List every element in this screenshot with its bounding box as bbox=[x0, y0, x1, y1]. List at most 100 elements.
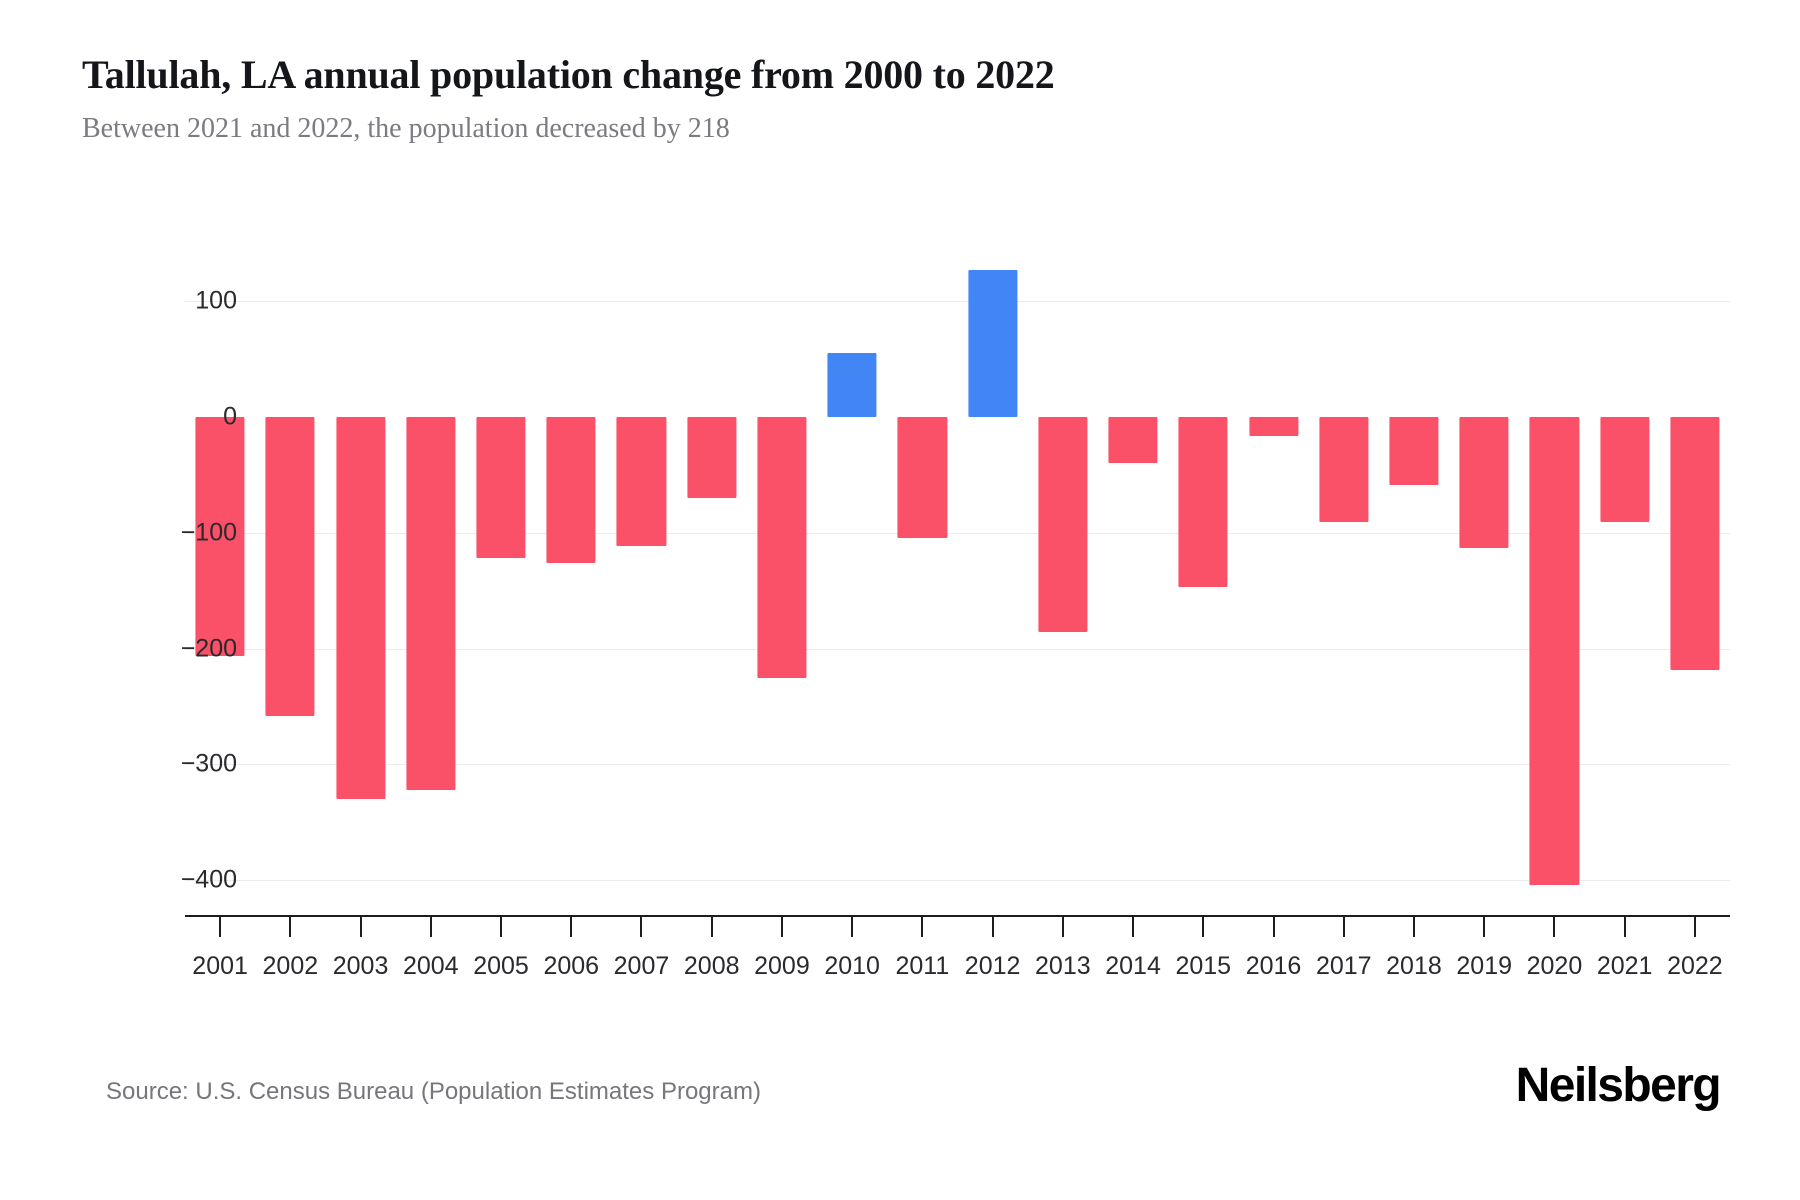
bar[interactable] bbox=[335, 417, 386, 800]
x-axis-tick bbox=[921, 917, 924, 937]
bar-slot[interactable] bbox=[255, 255, 325, 915]
bar[interactable] bbox=[1178, 417, 1228, 588]
bar-slot[interactable] bbox=[536, 255, 606, 915]
bar-slot[interactable] bbox=[1168, 255, 1238, 915]
bar[interactable] bbox=[265, 417, 315, 716]
bar-slot[interactable] bbox=[1449, 255, 1519, 915]
plot-area bbox=[185, 255, 1730, 915]
x-axis-tick bbox=[1623, 917, 1626, 937]
bar-slot[interactable] bbox=[1028, 255, 1098, 915]
x-axis-tick bbox=[991, 917, 994, 937]
x-axis-tick bbox=[780, 917, 783, 937]
brand-logo: Neilsberg bbox=[1515, 1059, 1722, 1112]
bars-group bbox=[185, 255, 1730, 915]
bar-slot[interactable] bbox=[1660, 255, 1730, 915]
bar[interactable] bbox=[616, 417, 667, 546]
x-tick-label: 2013 bbox=[1035, 952, 1091, 980]
bar-slot[interactable] bbox=[1519, 255, 1589, 915]
gridline bbox=[185, 880, 1730, 882]
bar-slot[interactable] bbox=[466, 255, 536, 915]
bar[interactable] bbox=[476, 417, 526, 559]
x-tick-label: 2009 bbox=[754, 952, 810, 980]
bar-slot[interactable] bbox=[958, 255, 1028, 915]
bar[interactable] bbox=[1038, 417, 1088, 633]
x-axis-tick bbox=[1061, 917, 1064, 937]
bar[interactable] bbox=[195, 417, 245, 656]
x-axis-tick bbox=[851, 917, 854, 937]
bar[interactable] bbox=[546, 417, 596, 563]
x-tick-label: 2020 bbox=[1526, 952, 1583, 980]
x-axis-tick bbox=[1483, 917, 1486, 937]
x-axis-tick bbox=[1412, 917, 1415, 937]
x-axis-tick bbox=[1553, 917, 1556, 937]
x-axis-tick bbox=[570, 917, 573, 937]
x-tick-label: 2004 bbox=[402, 952, 459, 980]
bar-slot[interactable] bbox=[1379, 255, 1449, 915]
x-tick-label: 2008 bbox=[683, 952, 740, 980]
bar[interactable] bbox=[1600, 417, 1650, 523]
bar[interactable] bbox=[1248, 417, 1299, 436]
y-tick-label: 100 bbox=[195, 286, 237, 315]
x-tick-label: 2002 bbox=[262, 952, 319, 980]
x-tick-label: 2021 bbox=[1596, 952, 1653, 980]
x-axis-tick bbox=[1202, 917, 1205, 937]
x-tick-label: 2016 bbox=[1245, 952, 1302, 980]
x-axis-tick bbox=[1342, 917, 1345, 937]
bar-slot[interactable] bbox=[887, 255, 957, 915]
x-tick-label: 2012 bbox=[964, 952, 1021, 980]
bar-slot[interactable] bbox=[325, 255, 395, 915]
gridline bbox=[185, 648, 1730, 650]
bar[interactable] bbox=[406, 417, 456, 790]
x-tick-label: 2017 bbox=[1315, 952, 1372, 980]
x-tick-label: 2007 bbox=[613, 952, 670, 980]
bar-slot[interactable] bbox=[396, 255, 466, 915]
y-tick-label: −200 bbox=[180, 634, 237, 663]
bar[interactable] bbox=[1459, 417, 1509, 548]
y-tick-label: −400 bbox=[180, 865, 237, 894]
y-tick-label: 0 bbox=[223, 402, 237, 431]
chart-subtitle: Between 2021 and 2022, the population de… bbox=[82, 113, 730, 144]
bar-slot[interactable] bbox=[677, 255, 747, 915]
x-axis-tick bbox=[500, 917, 503, 937]
gridline bbox=[185, 301, 1730, 303]
chart-header: Tallulah, LA annual population change fr… bbox=[82, 52, 1722, 146]
bar[interactable] bbox=[1108, 417, 1158, 464]
x-axis-tick bbox=[1272, 917, 1275, 937]
bar-slot[interactable] bbox=[606, 255, 676, 915]
x-axis-tick bbox=[219, 917, 222, 937]
source-note: Source: U.S. Census Bureau (Population E… bbox=[106, 1078, 761, 1105]
x-tick-label: 2001 bbox=[192, 952, 248, 980]
x-axis-tick bbox=[289, 917, 292, 937]
y-tick-label: −100 bbox=[180, 518, 237, 547]
bar-slot[interactable] bbox=[1238, 255, 1308, 915]
x-axis-tick bbox=[429, 917, 432, 937]
bar[interactable] bbox=[687, 417, 737, 499]
x-tick-label: 2018 bbox=[1386, 952, 1442, 980]
bar-slot[interactable] bbox=[1309, 255, 1379, 915]
bar[interactable] bbox=[1670, 417, 1720, 670]
bar[interactable] bbox=[897, 417, 947, 538]
bar[interactable] bbox=[1529, 417, 1579, 885]
page-title: Tallulah, LA annual population change fr… bbox=[82, 52, 1055, 97]
bar-slot[interactable] bbox=[1590, 255, 1660, 915]
bar-slot[interactable] bbox=[817, 255, 887, 915]
x-axis-tick bbox=[1693, 917, 1696, 937]
x-tick-label: 2003 bbox=[332, 952, 389, 980]
x-axis-tick bbox=[640, 917, 643, 937]
x-tick-label: 2015 bbox=[1175, 952, 1232, 980]
bar[interactable] bbox=[1389, 417, 1439, 486]
bar[interactable] bbox=[757, 417, 807, 678]
bar-slot[interactable] bbox=[747, 255, 817, 915]
bar[interactable] bbox=[1319, 417, 1369, 523]
x-tick-label: 2010 bbox=[824, 952, 880, 980]
bar-slot[interactable] bbox=[1098, 255, 1168, 915]
bar[interactable] bbox=[827, 353, 877, 418]
x-tick-label: 2022 bbox=[1667, 952, 1723, 980]
x-tick-label: 2014 bbox=[1105, 952, 1161, 980]
x-tick-label: 2011 bbox=[895, 952, 950, 980]
gridline bbox=[185, 532, 1730, 534]
gridline bbox=[185, 764, 1730, 766]
bar[interactable] bbox=[968, 270, 1018, 418]
bar-slot[interactable] bbox=[185, 255, 255, 915]
